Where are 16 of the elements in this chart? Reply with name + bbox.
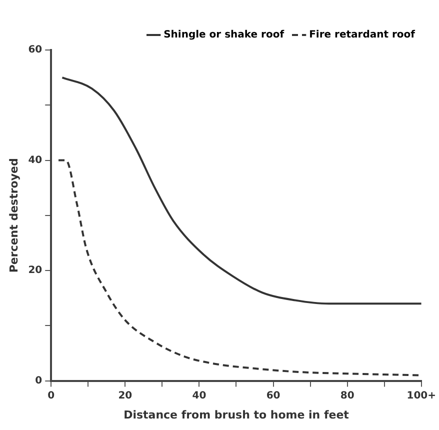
legend-label: Fire retardant roof [309, 30, 416, 41]
x-tick-label: 0 [48, 390, 55, 402]
y-tick-label: 60 [28, 44, 42, 56]
x-tick-label: 80 [340, 390, 354, 402]
legend-label: Shingle or shake roof [164, 30, 285, 41]
y-tick-label: 20 [28, 265, 42, 276]
y-axis-title: Percent destroyed [7, 158, 20, 273]
x-tick-label: 40 [192, 390, 206, 402]
line-series [61, 76, 422, 305]
y-tick-label: 40 [28, 154, 42, 166]
x-axis-title: Distance from brush to home in feet [124, 408, 349, 422]
x-tick-label: 60 [266, 390, 280, 402]
line-series [58, 159, 422, 376]
y-tick-label: 0 [35, 375, 42, 386]
x-tick-label: 100+ [406, 390, 436, 402]
x-tick-label: 20 [118, 390, 132, 402]
